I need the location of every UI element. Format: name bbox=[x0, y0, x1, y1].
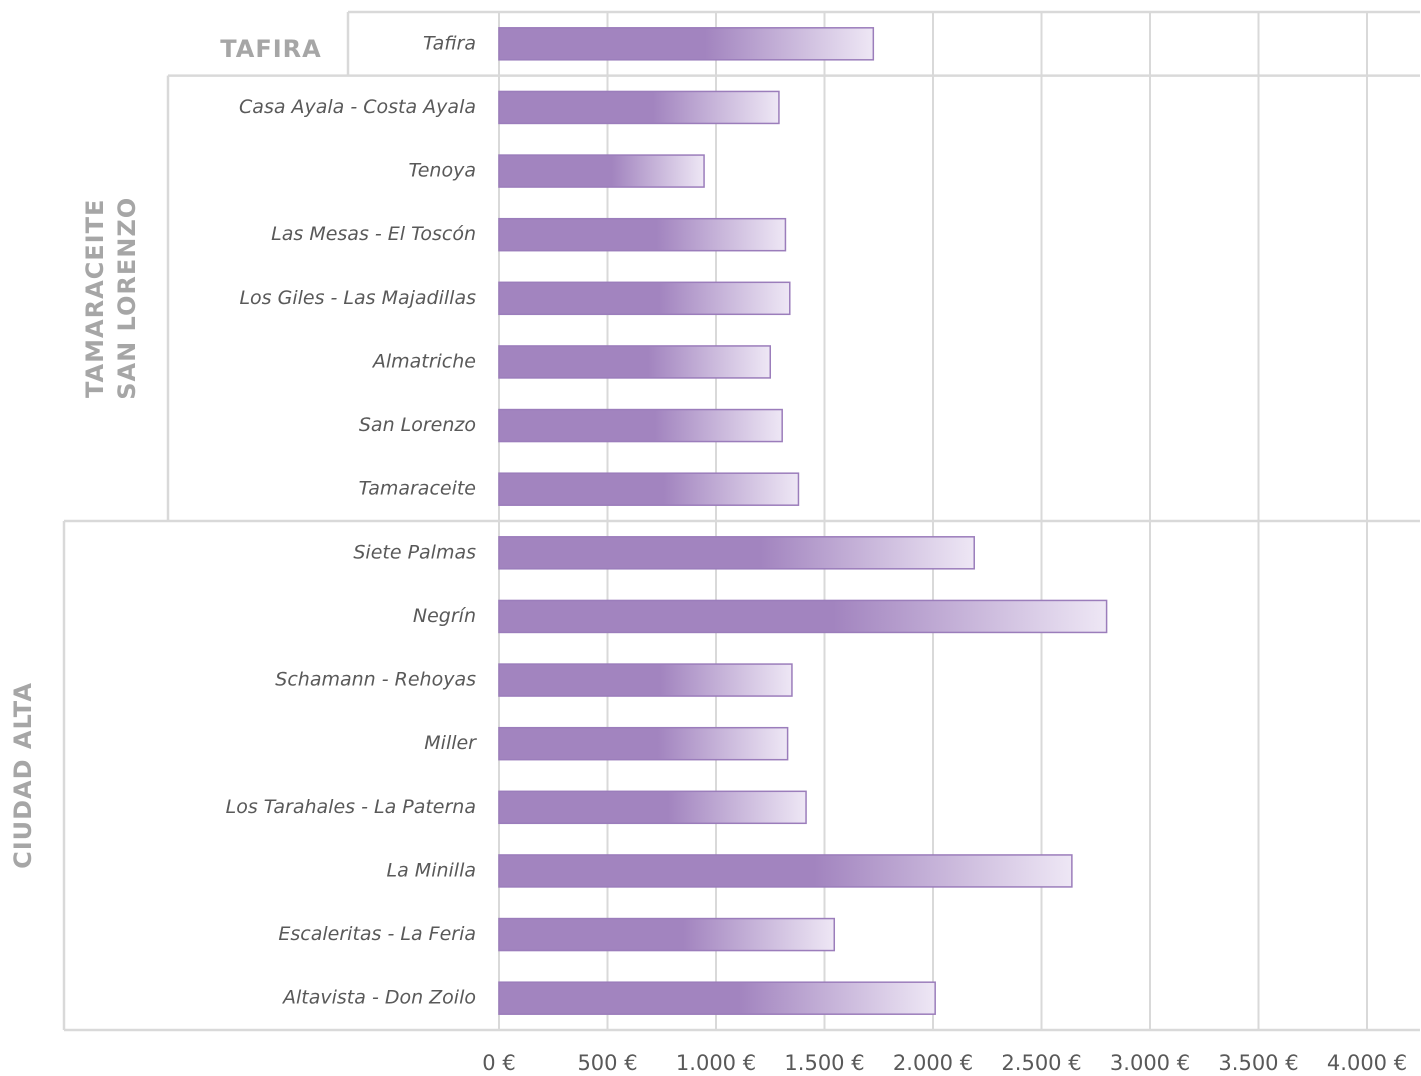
bar bbox=[498, 345, 771, 379]
bar bbox=[498, 408, 783, 443]
category-label: Los Giles - Las Majadillas bbox=[239, 287, 476, 309]
bar bbox=[498, 726, 789, 761]
x-tick-label: 2.000 € bbox=[893, 1051, 973, 1075]
category-label: Tafira bbox=[423, 32, 476, 54]
group-label: TAFIRA bbox=[220, 35, 321, 63]
bar bbox=[498, 154, 705, 188]
category-label: Negrín bbox=[413, 605, 476, 627]
bar bbox=[498, 27, 875, 61]
x-tick-label: 0 € bbox=[482, 1051, 515, 1075]
group-label: TAMARACEITE bbox=[81, 199, 109, 398]
category-label: Los Tarahales - La Paterna bbox=[226, 796, 476, 818]
group-label: CIUDAD ALTA bbox=[9, 682, 37, 869]
category-label: La Minilla bbox=[387, 859, 476, 881]
category-label: Siete Palmas bbox=[353, 541, 476, 563]
category-label: Schamann - Rehoyas bbox=[275, 669, 476, 691]
bar bbox=[498, 981, 936, 1015]
category-label: Altavista - Don Zoilo bbox=[281, 987, 476, 1009]
x-tick-label: 3.500 € bbox=[1218, 1051, 1298, 1075]
x-tick-label: 3.000 € bbox=[1110, 1051, 1190, 1075]
category-label: San Lorenzo bbox=[359, 414, 476, 436]
category-label: Tenoya bbox=[408, 160, 476, 182]
category-label: Almatriche bbox=[371, 350, 476, 372]
x-tick-label: 2.500 € bbox=[1001, 1051, 1081, 1075]
bar bbox=[498, 854, 1073, 888]
bar bbox=[498, 599, 1108, 634]
bar bbox=[498, 217, 787, 252]
category-label: Escaleritas - La Feria bbox=[278, 923, 476, 945]
category-label: Miller bbox=[424, 732, 477, 754]
category-label: Tamaraceite bbox=[359, 478, 476, 500]
group-label: SAN LORENZO bbox=[113, 197, 141, 400]
bar bbox=[498, 663, 793, 697]
bar bbox=[498, 90, 780, 125]
bar bbox=[498, 472, 800, 506]
bar bbox=[498, 281, 791, 316]
bar bbox=[498, 790, 807, 825]
x-tick-label: 4.000 € bbox=[1327, 1051, 1407, 1075]
category-label: Las Mesas - El Toscón bbox=[271, 223, 476, 245]
x-tick-label: 1.000 € bbox=[676, 1051, 756, 1075]
category-label: Casa Ayala - Costa Ayala bbox=[239, 96, 476, 118]
bar bbox=[498, 917, 836, 952]
x-tick-label: 500 € bbox=[577, 1051, 637, 1075]
bar bbox=[498, 536, 975, 570]
x-tick-label: 1.500 € bbox=[784, 1051, 864, 1075]
